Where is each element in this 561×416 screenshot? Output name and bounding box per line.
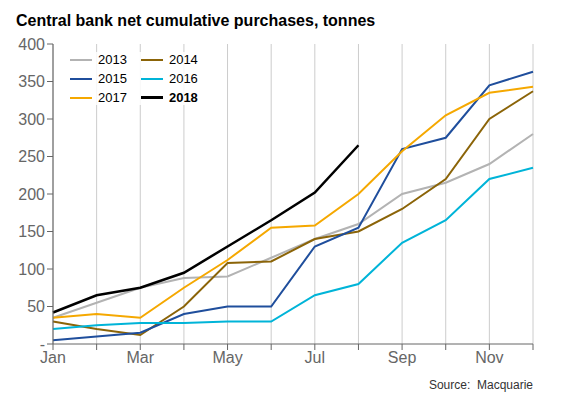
html-text:2013: 2013 [98,52,127,67]
svg-text:Nov: Nov [475,349,503,366]
svg-text:100: 100 [18,261,45,278]
html-text:2016: 2016 [168,71,198,86]
svg-text:May: May [212,349,242,366]
html-text:Source: Macquarie: Source: Macquarie [428,378,533,392]
html-text:Central bank net cumulative pu: Central bank net cumulative purchases, t… [16,12,376,29]
svg-text:50: 50 [27,298,45,315]
svg-text:Sep: Sep [388,349,417,366]
svg-text:Mar: Mar [126,349,154,366]
svg-text:250: 250 [18,148,45,165]
html-text:2017: 2017 [98,90,127,105]
svg-text:Jan: Jan [40,349,66,367]
svg-text:Jul: Jul [305,349,325,366]
svg-text:400: 400 [18,36,45,53]
svg-text:300: 300 [18,111,45,128]
svg-text:350: 350 [18,73,45,90]
html-text:2014: 2014 [168,52,198,67]
svg-text:200: 200 [18,186,45,203]
svg-text:-: - [40,336,45,353]
html-text:2018: 2018 [168,90,198,105]
svg-text:150: 150 [18,223,45,240]
html-text:2015: 2015 [98,71,127,86]
